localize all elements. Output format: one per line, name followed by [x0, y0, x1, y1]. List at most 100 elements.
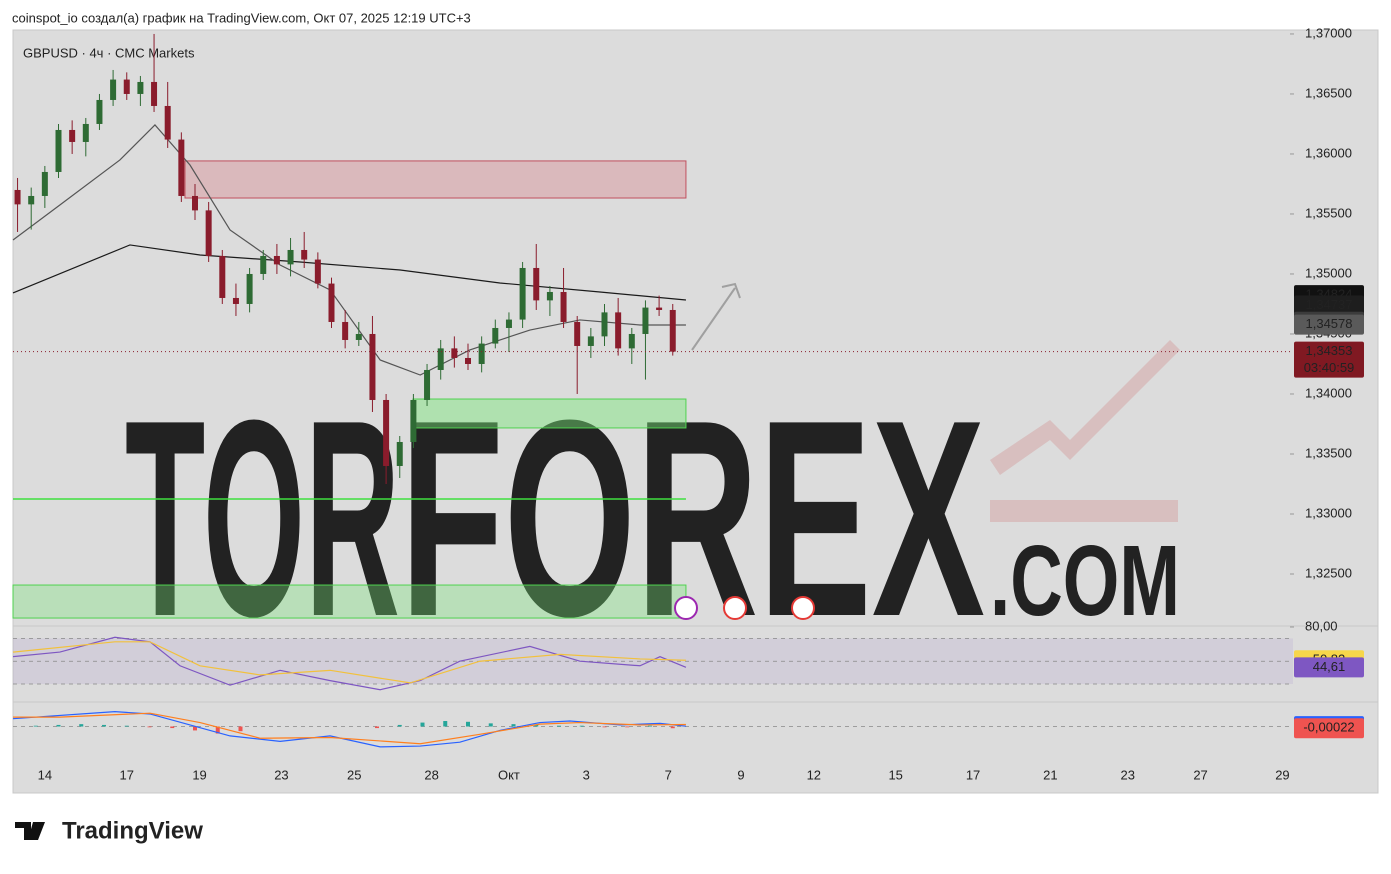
price-label-box — [1294, 657, 1364, 678]
event-icons — [674, 596, 815, 620]
candle-body — [164, 105, 171, 140]
x-tick-label: 17 — [120, 767, 134, 782]
price-label-box — [1294, 341, 1364, 378]
histogram-bar — [488, 723, 493, 727]
histogram-bar — [102, 724, 106, 727]
candle-body — [342, 321, 349, 340]
plot-area: 1,325001,330001,335001,340001,345001,350… — [12, 25, 1378, 782]
x-tick-label: 21 — [1043, 767, 1057, 782]
candle-body — [396, 441, 403, 466]
series-line — [12, 244, 687, 301]
series-line — [12, 641, 686, 684]
candle-body — [328, 283, 335, 322]
candle-body — [533, 267, 540, 301]
histogram-bar — [648, 725, 652, 727]
price-label-box — [1294, 718, 1364, 739]
watermark-check — [990, 340, 1180, 475]
chart-background — [12, 29, 1379, 794]
event-icon[interactable] — [723, 596, 747, 620]
histogram-bar — [625, 726, 630, 728]
x-tick-label: 27 — [1193, 767, 1207, 782]
price-label-box — [1294, 314, 1364, 335]
candle-body — [669, 309, 676, 352]
watermark-text: .COM — [990, 525, 1180, 637]
chart-title: GBPUSD · 4ч · CMC Markets — [23, 45, 195, 60]
candle-body — [205, 210, 212, 256]
x-tick-label: Окт — [498, 767, 520, 782]
x-tick-label: 12 — [807, 767, 821, 782]
x-tick-label: 15 — [888, 767, 902, 782]
y-tick-label: 1,35500 — [1305, 205, 1352, 220]
watermark-text: TOR — [125, 363, 400, 675]
candle-body — [383, 399, 390, 466]
candle-body — [192, 195, 198, 211]
candle-body — [369, 333, 376, 400]
candle-body — [314, 259, 321, 284]
candle-body — [615, 312, 622, 349]
histogram-bar — [557, 725, 561, 727]
y-tick-label: 1,33000 — [1305, 505, 1352, 520]
candle-body — [232, 297, 239, 304]
price-label: 1,34578 — [1306, 316, 1353, 331]
histogram-bar — [670, 726, 675, 729]
x-tick-label: 9 — [737, 767, 744, 782]
zone — [184, 160, 687, 199]
y-tick-label: 1,34000 — [1305, 385, 1352, 400]
histogram-bar — [124, 725, 129, 727]
candle-body — [478, 343, 485, 364]
candle-body — [28, 195, 35, 205]
y-tick-label: 1,36000 — [1305, 145, 1352, 160]
logo: TradingView — [15, 817, 203, 844]
histogram-bar — [215, 726, 220, 734]
x-tick-label: 23 — [1121, 767, 1135, 782]
logo-text: TradingView — [62, 817, 203, 844]
forecast-arrow — [691, 282, 741, 351]
candle-body — [260, 255, 267, 274]
candle-body — [137, 81, 144, 94]
logo-mark — [15, 822, 45, 840]
candle-body — [574, 321, 581, 346]
candle-body — [151, 81, 158, 106]
event-icon[interactable] — [674, 596, 698, 620]
candle-body — [492, 327, 499, 344]
countdown-label: 03:40:59 — [1304, 360, 1355, 375]
candle-body — [628, 333, 635, 349]
y-tick-label: 1,33500 — [1305, 445, 1352, 460]
candle-body — [41, 171, 48, 196]
candle-body — [560, 291, 567, 322]
x-tick-label: 14 — [38, 767, 52, 782]
candle-body — [437, 348, 444, 370]
series-line — [12, 636, 687, 691]
histogram-bar — [170, 726, 175, 729]
candle-body — [451, 348, 458, 358]
candle-body — [123, 79, 130, 94]
candle-body — [656, 307, 663, 310]
event-icon[interactable] — [791, 596, 815, 620]
candle-body — [82, 123, 89, 142]
candle-body — [69, 129, 76, 142]
histogram-bar — [375, 726, 379, 729]
series-line — [13, 712, 686, 745]
candle-body — [465, 357, 471, 364]
candle-body — [424, 369, 431, 400]
candle-body — [546, 291, 553, 301]
y-tick-label: 1,36500 — [1305, 85, 1352, 100]
zone — [412, 398, 687, 429]
x-tick-label: 17 — [966, 767, 980, 782]
candle-body — [642, 307, 649, 334]
candle-body — [96, 99, 103, 124]
candle-body — [55, 129, 62, 172]
histogram-bar — [238, 726, 243, 732]
x-tick-label: 19 — [192, 767, 206, 782]
candle-body — [110, 79, 117, 100]
x-tick-label: 28 — [424, 767, 438, 782]
histogram-bar — [534, 724, 539, 727]
y-tick-label: 1,37000 — [1305, 25, 1352, 40]
histogram-bar — [443, 721, 448, 727]
candle-body — [519, 267, 526, 320]
candle-body — [14, 189, 21, 205]
candle-body — [355, 333, 362, 340]
price-label: 1,34737 — [1306, 297, 1353, 312]
histogram-bar — [579, 725, 584, 727]
